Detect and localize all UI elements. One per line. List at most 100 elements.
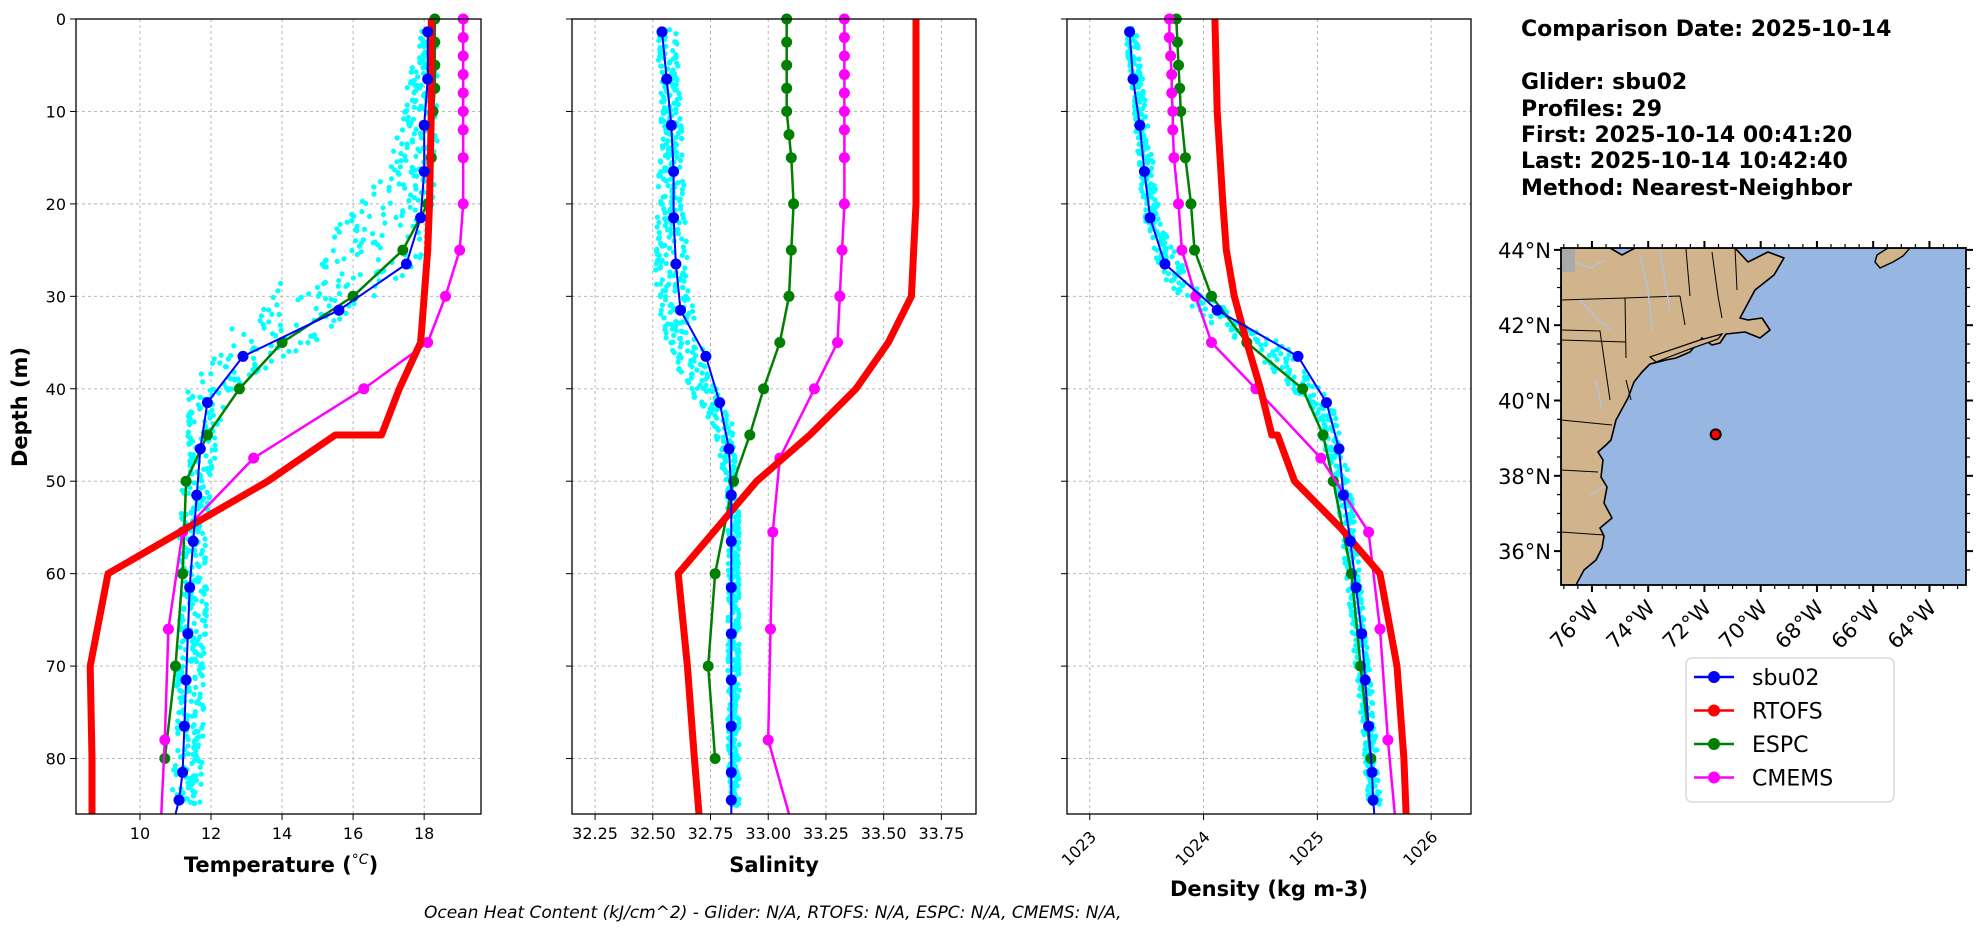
profile-point (200, 682, 206, 688)
profile-point (1184, 292, 1190, 299)
profile-point (1160, 230, 1166, 236)
profile-point (674, 41, 680, 47)
series-marker-cmems (440, 290, 451, 302)
profile-point (1209, 320, 1215, 326)
profile-point (679, 236, 685, 242)
profile-point (1347, 604, 1353, 610)
series-marker-espc (397, 244, 409, 256)
profile-point (212, 447, 219, 453)
profile-point (366, 213, 373, 219)
profile-point (200, 495, 207, 502)
profile-point (321, 281, 327, 287)
profile-point (241, 331, 247, 337)
profile-point (399, 213, 405, 219)
profile-point (350, 275, 356, 281)
series-marker-espc (1206, 290, 1217, 302)
profile-point (306, 291, 312, 297)
profile-point (266, 307, 272, 313)
profile-point (1348, 612, 1354, 618)
profile-point (732, 458, 738, 464)
profile-point (1279, 364, 1285, 371)
profile-point (1353, 642, 1359, 648)
profile-point (681, 182, 687, 188)
profile-point (671, 332, 677, 338)
profile-point (1137, 99, 1143, 105)
profile-point (656, 234, 662, 241)
profile-point (672, 284, 678, 290)
series-marker-cmems (838, 152, 850, 164)
profile-point (726, 596, 732, 602)
profile-point (192, 675, 198, 682)
series-marker-sbu02 (194, 443, 206, 455)
profile-point (421, 54, 427, 61)
profile-point (1163, 277, 1169, 283)
profile-point (199, 617, 205, 623)
profile-point (668, 230, 674, 236)
profile-point (1336, 430, 1342, 436)
legend-label: RTOFS (1752, 700, 1823, 725)
profile-point (663, 330, 669, 336)
series-marker-sbu02 (668, 166, 680, 177)
series-marker-sbu02 (418, 119, 430, 131)
series-marker-sbu02 (1344, 535, 1356, 547)
profile-point (1278, 351, 1284, 357)
profile-point (1271, 369, 1277, 375)
profile-point (679, 252, 685, 258)
profile-point (1148, 151, 1154, 158)
profile-point (206, 495, 212, 501)
profile-point (409, 65, 415, 71)
series-line-rtofs (86, 19, 435, 814)
profile-point (200, 645, 206, 651)
lat-tick-label: 44°N (1498, 239, 1551, 263)
profile-point (1171, 285, 1177, 291)
profile-point (187, 458, 193, 464)
x-tick-label: 1025 (1285, 827, 1327, 869)
profile-point (658, 259, 664, 265)
x-tick-label: 33.75 (918, 824, 964, 843)
profile-point (671, 272, 677, 279)
profile-point (370, 231, 376, 237)
profile-point (386, 187, 392, 194)
profile-point (207, 471, 213, 477)
profile-point (336, 278, 342, 284)
profile-point (357, 272, 363, 278)
profile-point (677, 335, 684, 341)
profile-point (206, 410, 212, 416)
series-marker-cmems (422, 337, 434, 348)
profile-point (1334, 423, 1340, 429)
series-marker-cmems (832, 337, 843, 348)
series-marker-cmems (457, 152, 469, 164)
profile-point (663, 252, 669, 258)
profile-point (193, 658, 200, 665)
profile-point (736, 670, 742, 677)
profile-point (371, 184, 377, 190)
profile-point (209, 360, 216, 366)
series-marker-sbu02 (400, 258, 412, 270)
legend-swatch-marker (1708, 704, 1720, 717)
profile-point (660, 108, 666, 114)
profile-point (270, 294, 276, 300)
y-tick-label: 70 (46, 657, 66, 676)
series-marker-espc (201, 429, 213, 441)
profile-point (673, 318, 679, 325)
profile-point (1331, 437, 1337, 444)
x-tick-label: 32.75 (688, 824, 734, 843)
profile-point (202, 536, 208, 542)
profile-point (203, 623, 209, 629)
profile-point (1350, 620, 1356, 627)
profile-point (203, 601, 209, 608)
profile-point (654, 281, 660, 287)
series-marker-espc (788, 198, 800, 210)
profile-point (207, 415, 213, 421)
profile-point (328, 323, 335, 329)
profile-point (411, 131, 417, 137)
profile-point (185, 751, 191, 757)
profile-point (1154, 247, 1160, 253)
method-line: Method: Nearest-Neighbor (1521, 176, 1852, 201)
profile-point (1274, 356, 1280, 363)
profile-point (668, 176, 674, 182)
series-marker-sbu02 (1363, 720, 1375, 732)
profile-point (195, 579, 201, 585)
profile-point (1293, 389, 1299, 395)
rivers (1574, 249, 1671, 496)
